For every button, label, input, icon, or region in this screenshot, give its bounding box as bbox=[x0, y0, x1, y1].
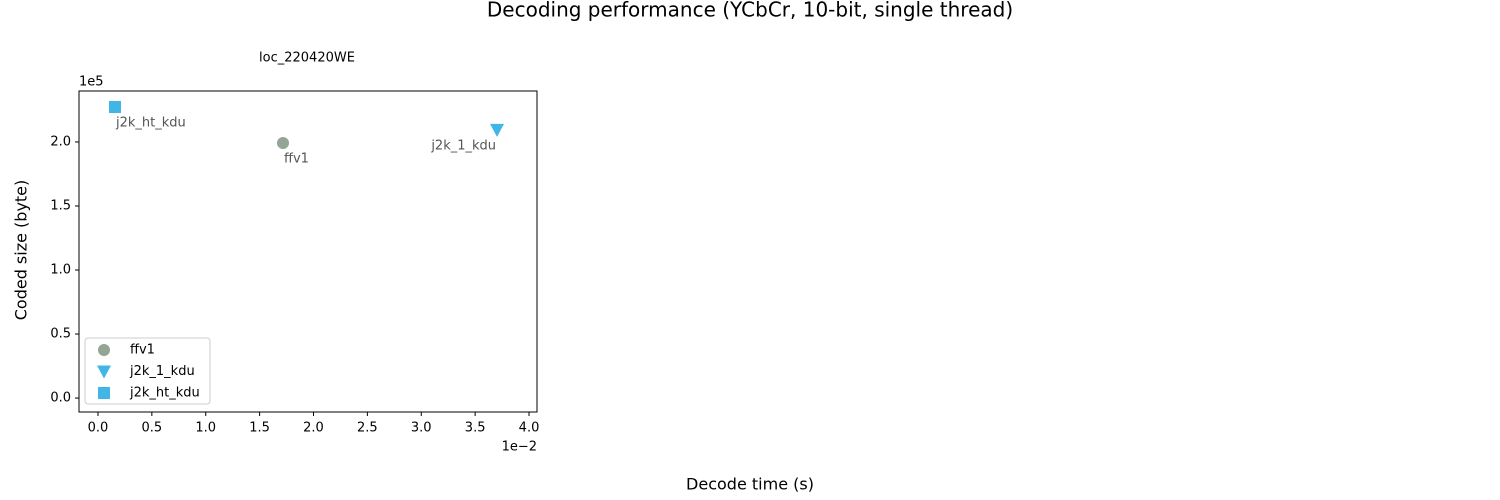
y-axis-label: Coded size (byte) bbox=[12, 180, 31, 321]
point-annotation: ffv1 bbox=[284, 151, 309, 166]
legend-label: j2k_ht_kdu bbox=[129, 386, 200, 401]
x-tick-label: 2.0 bbox=[303, 421, 324, 436]
point bbox=[490, 123, 505, 137]
y-tick-label: 1.0 bbox=[50, 263, 71, 278]
y-tick-label: 1.5 bbox=[50, 198, 71, 213]
x-tick-label: 3.0 bbox=[411, 421, 432, 436]
x-tick-label: 1.5 bbox=[249, 421, 270, 436]
x-tick-label: 1.0 bbox=[195, 421, 216, 436]
y-tick-label: 0.0 bbox=[50, 391, 71, 406]
legend-marker bbox=[98, 387, 110, 399]
point-annotation: j2k_ht_kdu bbox=[115, 116, 186, 131]
x-tick-label: 0.0 bbox=[88, 421, 109, 436]
x-tick-label: 4.0 bbox=[519, 421, 540, 436]
legend-marker bbox=[98, 344, 110, 356]
subplot-title: loc_220420WE bbox=[259, 51, 355, 66]
y-offset-label: 1e5 bbox=[79, 75, 104, 90]
x-offset-label: 1e−2 bbox=[502, 440, 537, 455]
legend-marker bbox=[97, 365, 111, 379]
x-axis-label: Decode time (s) bbox=[686, 475, 814, 494]
y-tick-label: 0.5 bbox=[50, 327, 71, 342]
legend-label: ffv1 bbox=[130, 343, 155, 358]
point bbox=[108, 101, 121, 114]
point bbox=[276, 136, 289, 149]
y-tick-label: 2.0 bbox=[50, 134, 71, 149]
x-tick-label: 2.5 bbox=[357, 421, 378, 436]
point-annotation: j2k_1_kdu bbox=[430, 138, 496, 153]
legend-label: j2k_1_kdu bbox=[129, 364, 195, 379]
plot-frame bbox=[78, 90, 538, 413]
x-tick-label: 3.5 bbox=[465, 421, 486, 436]
legend-frame bbox=[84, 337, 211, 405]
x-tick-label: 0.5 bbox=[142, 421, 163, 436]
chart-title: Decoding performance (YCbCr, 10-bit, sin… bbox=[487, 0, 1013, 22]
